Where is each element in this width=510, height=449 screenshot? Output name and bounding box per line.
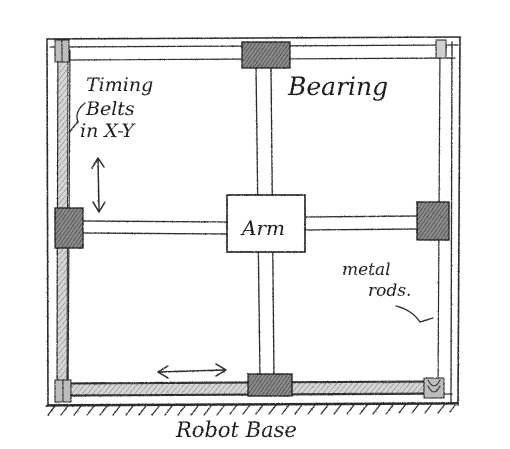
corner-pulley-bottom-right [423,377,445,399]
timing-belts-pointer [69,102,86,133]
corner-pulley-top-right [435,39,447,59]
label-metal-rods-1: metal [342,260,391,280]
vertical-motion-arrow [91,157,106,213]
bearing-block-left [54,207,84,249]
bearing-block-right [416,201,450,241]
label-robot-base: Robot Base [175,418,297,442]
label-timing-belts-3: in X-Y [80,120,137,142]
label-arm: Arm [240,216,285,240]
label-metal-rods-2: rods. [368,281,411,301]
corner-pulley-top-left [54,39,70,63]
label-timing-belts-2: Belts [85,98,135,120]
label-bearing: Bearing [287,72,388,101]
corner-pulley-bottom-left [54,379,72,403]
bearing-block-top [241,41,291,69]
horizontal-rod [83,215,419,235]
arm-block [226,194,306,253]
horizontal-motion-arrow [157,363,227,379]
robot-base-hatching [45,403,457,416]
bearing-block-bottom [247,373,293,397]
metal-rods-pointer [395,305,434,323]
label-timing-belts-1: Timing [86,74,153,96]
